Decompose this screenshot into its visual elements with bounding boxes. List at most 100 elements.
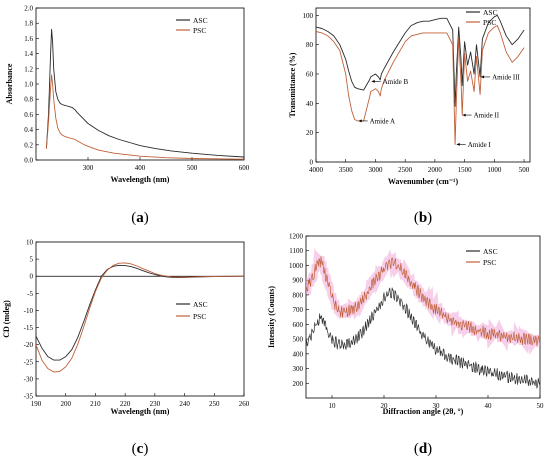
y-tick-label: 1000 bbox=[289, 262, 304, 270]
series-psc-line bbox=[316, 25, 525, 145]
x-tick-label: 30 bbox=[433, 402, 441, 410]
annotation-arrowhead bbox=[462, 113, 466, 117]
y-tick-label: 0.4 bbox=[24, 126, 33, 134]
y-tick-label: 80 bbox=[306, 41, 314, 49]
y-tick-label: 1200 bbox=[289, 233, 304, 241]
legend-label-asc: ASC bbox=[193, 16, 208, 25]
y-axis-label: Absorbance bbox=[5, 63, 14, 104]
annotation-arrowhead bbox=[371, 79, 375, 83]
x-tick-label: 2000 bbox=[428, 166, 443, 174]
legend-label-asc: ASC bbox=[193, 300, 208, 309]
y-tick-label: -25 bbox=[24, 358, 34, 366]
y-tick-label: 0 bbox=[30, 273, 34, 281]
legend: ASC PSC bbox=[176, 300, 208, 321]
y-tick-label: 600 bbox=[293, 321, 304, 329]
y-tick-label: 500 bbox=[293, 336, 304, 344]
series-lines bbox=[306, 247, 540, 389]
series-psc-line bbox=[306, 256, 540, 346]
x-axis-label: Wavenumber (cm⁻¹) bbox=[388, 177, 459, 186]
x-tick-label: 240 bbox=[179, 400, 190, 408]
y-tick-label: -10 bbox=[24, 307, 34, 315]
series-psc-line bbox=[45, 74, 244, 160]
legend-label-asc: ASC bbox=[483, 8, 498, 17]
y-axis-label: CD (mdeg) bbox=[2, 300, 11, 338]
legend-label-psc: PSC bbox=[193, 26, 206, 35]
x-tick-label: 10 bbox=[329, 402, 337, 410]
y-tick-label: 700 bbox=[293, 306, 304, 314]
x-tick-label: 400 bbox=[135, 164, 146, 172]
series-lines bbox=[45, 28, 244, 160]
y-tick-label: 2.0 bbox=[24, 5, 33, 13]
y-tick-label: 1.6 bbox=[24, 35, 33, 43]
legend: ASC PSC bbox=[176, 16, 208, 35]
x-tick-label: 190 bbox=[31, 400, 42, 408]
series-asc-line bbox=[306, 287, 540, 389]
y-tick-label: 0.2 bbox=[24, 141, 33, 149]
annotation-arrowhead bbox=[358, 119, 362, 123]
annotation-label: Amide III bbox=[492, 73, 520, 81]
series-lines bbox=[36, 262, 244, 373]
x-tick-label: 40 bbox=[485, 402, 493, 410]
x-tick-label: 3000 bbox=[368, 166, 383, 174]
x-tick-label: 210 bbox=[90, 400, 101, 408]
panel-label-b: (b) bbox=[414, 210, 432, 226]
y-tick-label: 0.8 bbox=[24, 96, 33, 104]
x-tick-label: 20 bbox=[381, 402, 389, 410]
y-tick-label: 300 bbox=[293, 365, 304, 373]
y-tick-label: 10 bbox=[26, 239, 34, 247]
axis-ticks: 190 200 210 220 230 240 250 260 -35 -30 -25 -20 -15 -… bbox=[24, 239, 250, 409]
peak-annotations: Amide A Amide B Amide I Amide II Amide III bbox=[358, 73, 521, 149]
x-axis-label: Wavelength (nm) bbox=[111, 175, 170, 184]
y-tick-label: -20 bbox=[24, 341, 34, 349]
y-tick-label: 20 bbox=[306, 129, 314, 137]
y-tick-label: 800 bbox=[293, 291, 304, 299]
annotation-label: Amide II bbox=[474, 112, 500, 120]
panel-c: 190 200 210 220 230 240 250 260 -35 -30 -25 -20 -15 -… bbox=[2, 239, 250, 458]
x-tick-label: 260 bbox=[239, 400, 250, 408]
panel-label-c: (c) bbox=[132, 441, 149, 457]
x-tick-label: 1500 bbox=[458, 166, 473, 174]
y-tick-label: 40 bbox=[306, 100, 314, 108]
legend-label-asc: ASC bbox=[483, 247, 498, 256]
plot-frame bbox=[315, 7, 531, 163]
legend-label-psc: PSC bbox=[483, 258, 496, 267]
x-tick-label: 300 bbox=[83, 164, 94, 172]
plot-frame bbox=[305, 235, 541, 399]
series-asc-line bbox=[36, 264, 244, 361]
series-asc-line bbox=[316, 14, 525, 107]
y-tick-label: 5 bbox=[30, 256, 34, 264]
y-tick-label: 200 bbox=[293, 380, 304, 388]
panel-label-d: (d) bbox=[414, 441, 432, 457]
y-tick-label: 1.0 bbox=[24, 81, 33, 89]
legend-label-psc: PSC bbox=[193, 312, 206, 321]
y-tick-label: 1.2 bbox=[24, 65, 33, 73]
x-axis-label: Diffraction angle (2θ, °) bbox=[383, 407, 464, 416]
legend: ASC PSC bbox=[466, 247, 498, 267]
x-axis-label: Wavelength (nm) bbox=[111, 407, 170, 416]
series-asc-line bbox=[45, 28, 244, 158]
y-tick-label: 100 bbox=[303, 12, 314, 20]
annotation-arrowhead bbox=[481, 75, 485, 79]
legend: ASC PSC bbox=[466, 8, 498, 27]
annotation-label: Amide B bbox=[383, 78, 409, 86]
panel-label-a: (a) bbox=[131, 210, 149, 226]
y-tick-label: 0 bbox=[310, 159, 314, 167]
y-tick-label: 0.6 bbox=[24, 111, 33, 119]
annotation-label: Amide A bbox=[370, 117, 395, 125]
axis-ticks: 10 20 30 40 50 200 300 400 500 600 700 800 900 1000 11… bbox=[289, 233, 544, 411]
y-tick-label: 900 bbox=[293, 277, 304, 285]
axis-ticks: 300 400 500 600 0.0 0.2 0.4 0.6 0.8 1.0 1.2 1.4 1.6 1… bbox=[24, 5, 250, 173]
annotation-arrowhead bbox=[456, 142, 460, 146]
plot-frame bbox=[35, 241, 245, 397]
y-tick-label: -30 bbox=[24, 375, 34, 383]
panel-b: 4000 3500 3000 2500 2000 1500 1000 500 0 20 40 60 80… bbox=[288, 7, 531, 226]
x-tick-label: 220 bbox=[120, 400, 131, 408]
x-tick-label: 200 bbox=[60, 400, 71, 408]
y-tick-label: 1100 bbox=[289, 247, 303, 255]
y-tick-label: 60 bbox=[306, 71, 314, 79]
x-tick-label: 1000 bbox=[487, 166, 502, 174]
x-tick-label: 2500 bbox=[398, 166, 413, 174]
y-tick-label: -15 bbox=[24, 324, 34, 332]
y-tick-label: 0.0 bbox=[24, 157, 33, 165]
